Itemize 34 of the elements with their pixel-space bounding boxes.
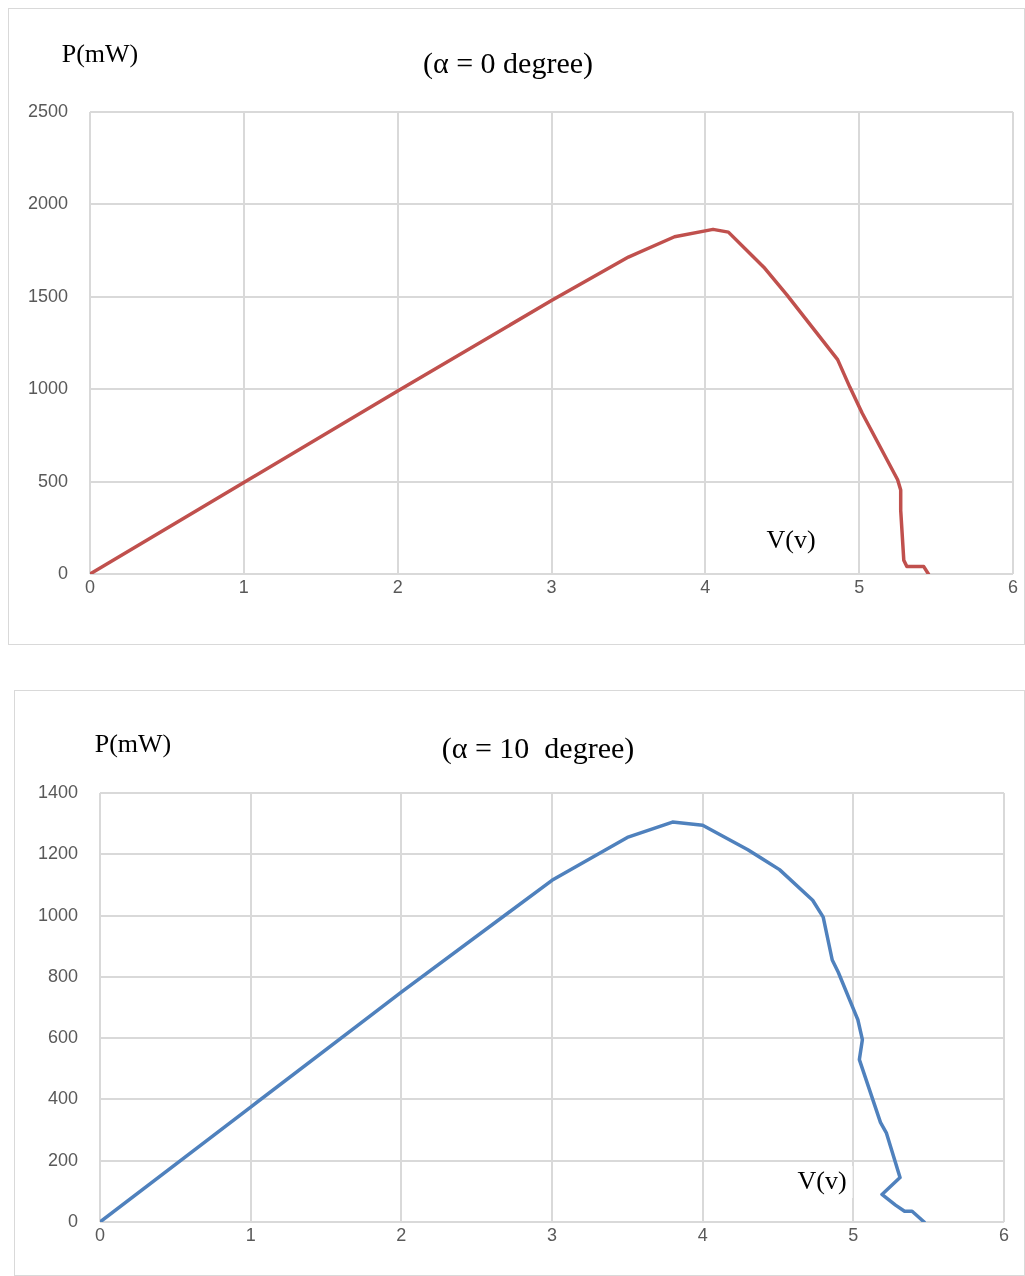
x-tick-label: 3 [546,576,557,597]
y-tick-label: 800 [47,965,78,986]
y-tick-label: 0 [57,562,68,583]
x-tick-label: 1 [245,1224,256,1245]
y-axis-title: P(mW) [94,728,172,758]
y-tick-label: 2000 [27,193,68,214]
x-tick-label: 0 [84,576,96,597]
x-tick-label: 5 [854,576,865,597]
y-tick-label: 1200 [37,843,78,864]
y-tick-label: 400 [47,1088,78,1109]
y-tick-label: 1400 [37,781,78,802]
y-tick-label: 2500 [27,100,68,121]
x-tick-label: 1 [238,576,249,597]
y-tick-label: 1500 [27,285,68,306]
y-tick-label: 200 [47,1149,78,1170]
x-tick-label: 4 [700,576,711,597]
x-axis-title: V(v) [797,1165,847,1195]
x-tick-label: 6 [1007,576,1019,597]
chart-title: (α = 10 degree) [441,730,635,765]
x-tick-label: 2 [392,576,403,597]
x-axis-title: V(v) [766,524,816,554]
x-tick-label: 6 [998,1224,1010,1245]
x-tick-label: 5 [848,1224,859,1245]
x-tick-label: 4 [697,1224,708,1245]
y-tick-label: 600 [47,1027,78,1048]
y-tick-label: 500 [37,470,68,491]
y-axis-title: P(mW) [61,38,139,68]
chart-title: (α = 0 degree) [422,45,594,80]
x-tick-label: 3 [546,1224,558,1245]
x-tick-label: 2 [396,1224,407,1245]
y-tick-label: 1000 [27,378,68,399]
x-tick-label: 0 [94,1224,106,1245]
y-tick-label: 0 [67,1210,78,1231]
y-tick-label: 1000 [37,904,78,925]
